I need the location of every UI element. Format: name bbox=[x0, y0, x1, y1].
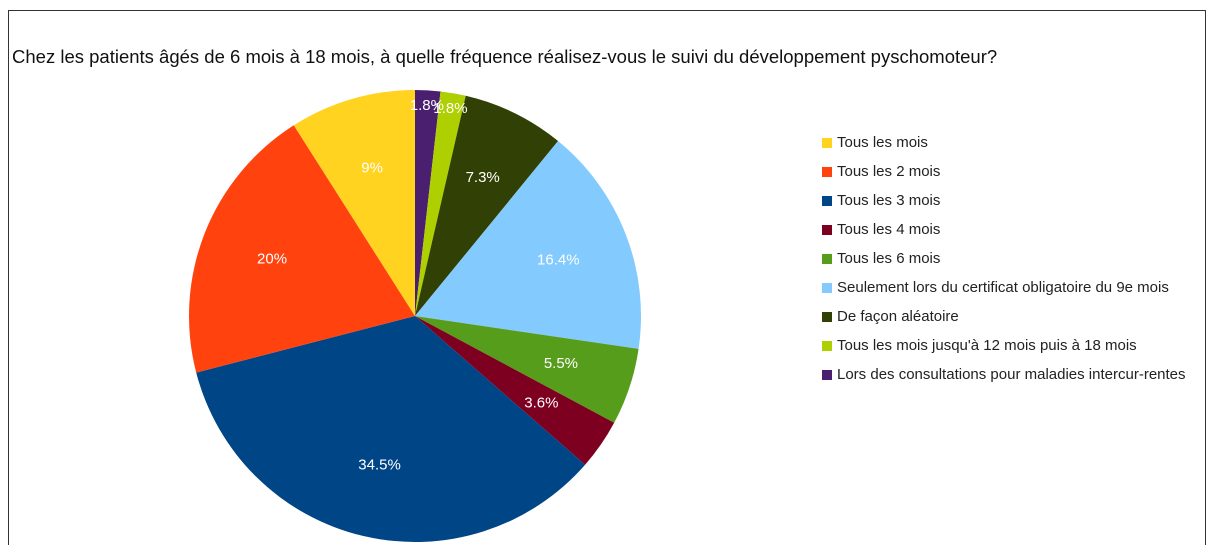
legend-label: Tous les 2 mois bbox=[837, 163, 941, 180]
legend: Tous les mois Tous les 2 mois Tous les 3 m… bbox=[822, 132, 1202, 393]
data-label: 1.8% bbox=[433, 100, 467, 117]
data-label: 1.8% bbox=[410, 97, 444, 114]
legend-swatch bbox=[822, 312, 832, 322]
legend-swatch bbox=[822, 283, 832, 293]
legend-swatch bbox=[822, 138, 832, 148]
pie-slice bbox=[415, 90, 441, 316]
data-label: 5.5% bbox=[544, 355, 578, 372]
legend-label: Tous les 3 mois bbox=[837, 192, 941, 209]
data-label: 7.3% bbox=[466, 169, 500, 186]
pie-slice bbox=[415, 91, 466, 316]
legend-item: Seulement lors du certificat obligatoire… bbox=[822, 277, 1202, 298]
legend-swatch bbox=[822, 370, 832, 380]
legend-label: Tous les mois bbox=[837, 134, 928, 151]
pie-slice bbox=[415, 316, 639, 423]
legend-swatch bbox=[822, 341, 832, 351]
legend-label: Lors des consultations pour maladies int… bbox=[837, 366, 1186, 383]
pie-slice bbox=[196, 316, 586, 542]
data-label: 16.4% bbox=[537, 251, 580, 268]
legend-item: Tous les 2 mois bbox=[822, 161, 1202, 182]
data-label: 20% bbox=[257, 251, 287, 268]
pie-slice bbox=[415, 141, 641, 349]
chart-title: Chez les patients âgés de 6 mois à 18 mo… bbox=[12, 46, 997, 67]
pie-slice bbox=[189, 125, 415, 373]
legend-label: Tous les mois jusqu'à 12 mois puis à 18 … bbox=[837, 337, 1137, 354]
legend-swatch bbox=[822, 254, 832, 264]
legend-label: Seulement lors du certificat obligatoire… bbox=[837, 279, 1169, 296]
legend-item: Tous les 3 mois bbox=[822, 190, 1202, 211]
legend-swatch bbox=[822, 196, 832, 206]
legend-label: Tous les 6 mois bbox=[837, 250, 941, 267]
legend-swatch bbox=[822, 225, 832, 235]
legend-item: Tous les 4 mois bbox=[822, 219, 1202, 240]
legend-label: Tous les 4 mois bbox=[837, 221, 941, 238]
frame bbox=[8, 10, 1206, 545]
data-label: 9% bbox=[361, 159, 383, 176]
data-label: 34.5% bbox=[358, 457, 401, 474]
legend-item: Lors des consultations pour maladies int… bbox=[822, 364, 1202, 385]
legend-item: Tous les 6 mois bbox=[822, 248, 1202, 269]
legend-item: Tous les mois jusqu'à 12 mois puis à 18 … bbox=[822, 335, 1202, 356]
pie-slice bbox=[293, 90, 415, 316]
data-label: 3.6% bbox=[524, 394, 558, 411]
legend-item: Tous les mois bbox=[822, 132, 1202, 153]
legend-label: De façon aléatoire bbox=[837, 308, 959, 325]
legend-swatch bbox=[822, 167, 832, 177]
pie-slice bbox=[415, 95, 559, 317]
pie-slice bbox=[415, 316, 615, 465]
legend-item: De façon aléatoire bbox=[822, 306, 1202, 327]
